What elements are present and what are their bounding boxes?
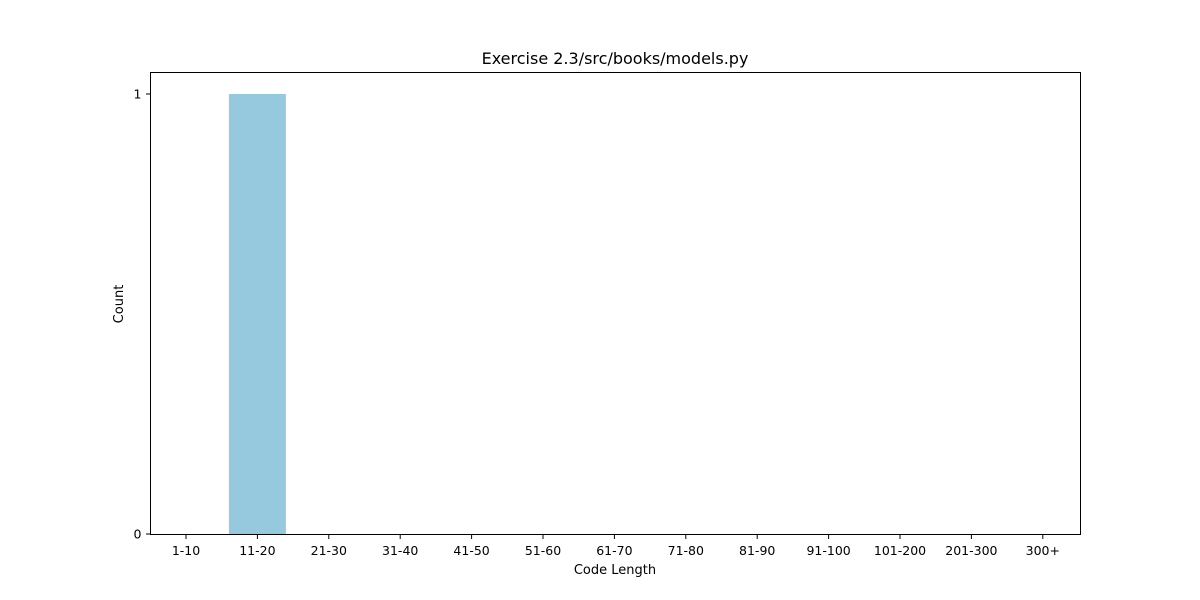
x-tick-label: 81-90: [739, 543, 775, 558]
x-tick-label: 91-100: [806, 543, 850, 558]
x-tick-label: 101-200: [874, 543, 926, 558]
x-tick-label: 41-50: [453, 543, 489, 558]
chart-title: Exercise 2.3/src/books/models.py: [482, 49, 749, 68]
y-tick-label: 0: [134, 527, 142, 542]
y-axis: 01: [134, 87, 151, 542]
y-tick-label: 1: [134, 87, 142, 102]
x-tick-label: 31-40: [382, 543, 418, 558]
x-tick-label: 300+: [1026, 543, 1060, 558]
x-tick-label: 201-300: [945, 543, 997, 558]
x-tick-label: 61-70: [596, 543, 632, 558]
x-axis: 1-10 11-20 21-30 31-40 41-50 51-60 61-70 71-80 8…: [172, 534, 1060, 558]
bars-group: [228, 94, 286, 534]
x-axis-label: Code Length: [574, 563, 656, 578]
x-tick-label: 1-10: [172, 543, 200, 558]
y-axis-label: Count: [112, 285, 127, 324]
plot-frame: [150, 72, 1081, 535]
x-tick-label: 71-80: [668, 543, 704, 558]
bar-11-20: [228, 94, 286, 534]
x-tick-label: 11-20: [239, 543, 275, 558]
x-tick-label: 51-60: [525, 543, 561, 558]
x-tick-label: 21-30: [311, 543, 347, 558]
